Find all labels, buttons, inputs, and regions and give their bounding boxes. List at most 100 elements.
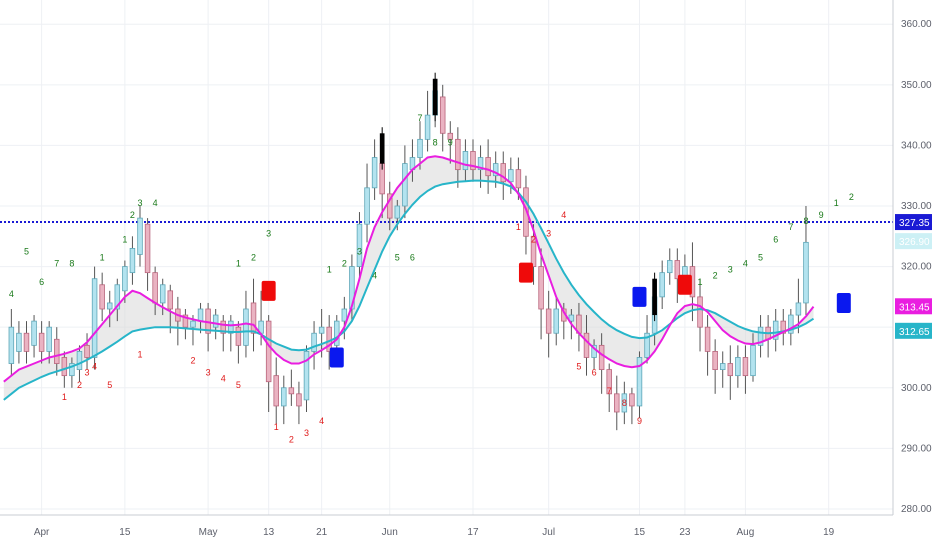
candle-body: [84, 344, 90, 358]
green-count-label: 3: [137, 198, 142, 208]
candle-body: [137, 217, 143, 255]
green-count-label: 1: [100, 253, 105, 263]
candle: [667, 248, 673, 285]
candle: [296, 381, 302, 425]
candle-body: [659, 272, 665, 298]
green-count-label: 3: [728, 265, 733, 275]
candle: [606, 363, 612, 412]
candle: [697, 278, 703, 352]
candle-body: [144, 223, 151, 274]
candle-body: [228, 320, 234, 334]
candle-body: [674, 260, 681, 280]
candle-body: [500, 163, 507, 183]
candle: [265, 315, 272, 412]
green-count-label: 1: [834, 198, 839, 208]
candle-body: [508, 169, 514, 183]
candle-body: [485, 157, 491, 177]
sell-signal-box: [518, 262, 533, 283]
x-tick-label: 13: [263, 527, 275, 538]
candle-body: [402, 163, 408, 207]
candle: [583, 315, 590, 376]
candle-body: [364, 187, 370, 225]
candle: [757, 315, 764, 358]
green-count-label: 2: [130, 210, 135, 220]
candle: [424, 90, 431, 152]
candle-body: [735, 357, 741, 377]
candle-body: [788, 314, 794, 334]
candle: [704, 315, 711, 376]
candle-body: [386, 193, 393, 219]
candle-body: [250, 302, 257, 334]
candle-body: [341, 308, 348, 322]
candle-body: [598, 344, 605, 370]
green-count-label: 5: [758, 253, 763, 263]
candle-body: [477, 157, 484, 171]
x-tick-label: Aug: [737, 527, 755, 538]
candle: [114, 278, 121, 322]
green-count-label: 7: [54, 259, 59, 269]
candle-body: [303, 351, 310, 401]
candle: [742, 345, 749, 394]
candle: [175, 296, 181, 346]
candle-body: [16, 332, 22, 352]
red-count-label: 2: [531, 234, 536, 244]
candle: [455, 127, 461, 188]
candle-body: [583, 332, 590, 358]
candle-body: [629, 393, 635, 407]
price-badge: 327.35: [895, 214, 932, 231]
candle-body: [243, 308, 249, 346]
red-count-label: 1: [274, 422, 279, 432]
candle: [16, 321, 22, 364]
green-count-label: 4: [9, 289, 14, 299]
sell-signal-box: [261, 280, 276, 301]
candle-body: [780, 320, 787, 334]
candle: [803, 206, 809, 316]
candle-body: [54, 338, 60, 364]
y-tick-label: 330.00: [901, 201, 932, 212]
green-count-label: 6: [39, 277, 44, 287]
candle-body: [91, 278, 98, 358]
candle-body: [334, 320, 340, 346]
ma-band-fill: [3, 156, 814, 400]
candle: [228, 315, 234, 352]
x-tick-label: 15: [119, 527, 131, 538]
candle-body: [455, 138, 461, 171]
badge-box: [895, 322, 932, 339]
candle: [735, 345, 741, 388]
candle-body: [538, 266, 544, 310]
candle: [54, 327, 60, 376]
candle: [598, 333, 605, 394]
candle: [371, 139, 378, 200]
candle-body: [167, 290, 174, 310]
candle: [8, 309, 15, 376]
red-count-label: 2: [289, 434, 294, 444]
candle-body: [23, 332, 30, 352]
candle-body: [462, 151, 469, 171]
candle-highlight: [379, 127, 385, 170]
badge-label: 327.35: [899, 218, 930, 229]
candle-body: [159, 284, 166, 304]
green-count-label: 1: [698, 277, 703, 287]
badge-label: 312.65: [899, 327, 930, 338]
candle: [273, 357, 279, 425]
candle-body: [114, 284, 121, 310]
red-count-label: 1: [62, 392, 67, 402]
candle-body: [122, 266, 128, 292]
candle-body: [568, 314, 575, 322]
badge-label: 313.45: [899, 302, 930, 313]
candle-body: [288, 387, 295, 395]
candle: [106, 290, 113, 328]
candle-body: [750, 344, 756, 377]
candle-body: [99, 284, 105, 310]
candle-body: [31, 320, 37, 346]
candle: [553, 296, 559, 346]
red-count-label: 2: [77, 380, 82, 390]
green-count-label: 9: [819, 210, 824, 220]
candle-body: [212, 314, 219, 328]
candle: [356, 212, 363, 279]
green-count-label: 7: [788, 222, 793, 232]
candle: [719, 351, 726, 388]
candle: [614, 375, 620, 431]
